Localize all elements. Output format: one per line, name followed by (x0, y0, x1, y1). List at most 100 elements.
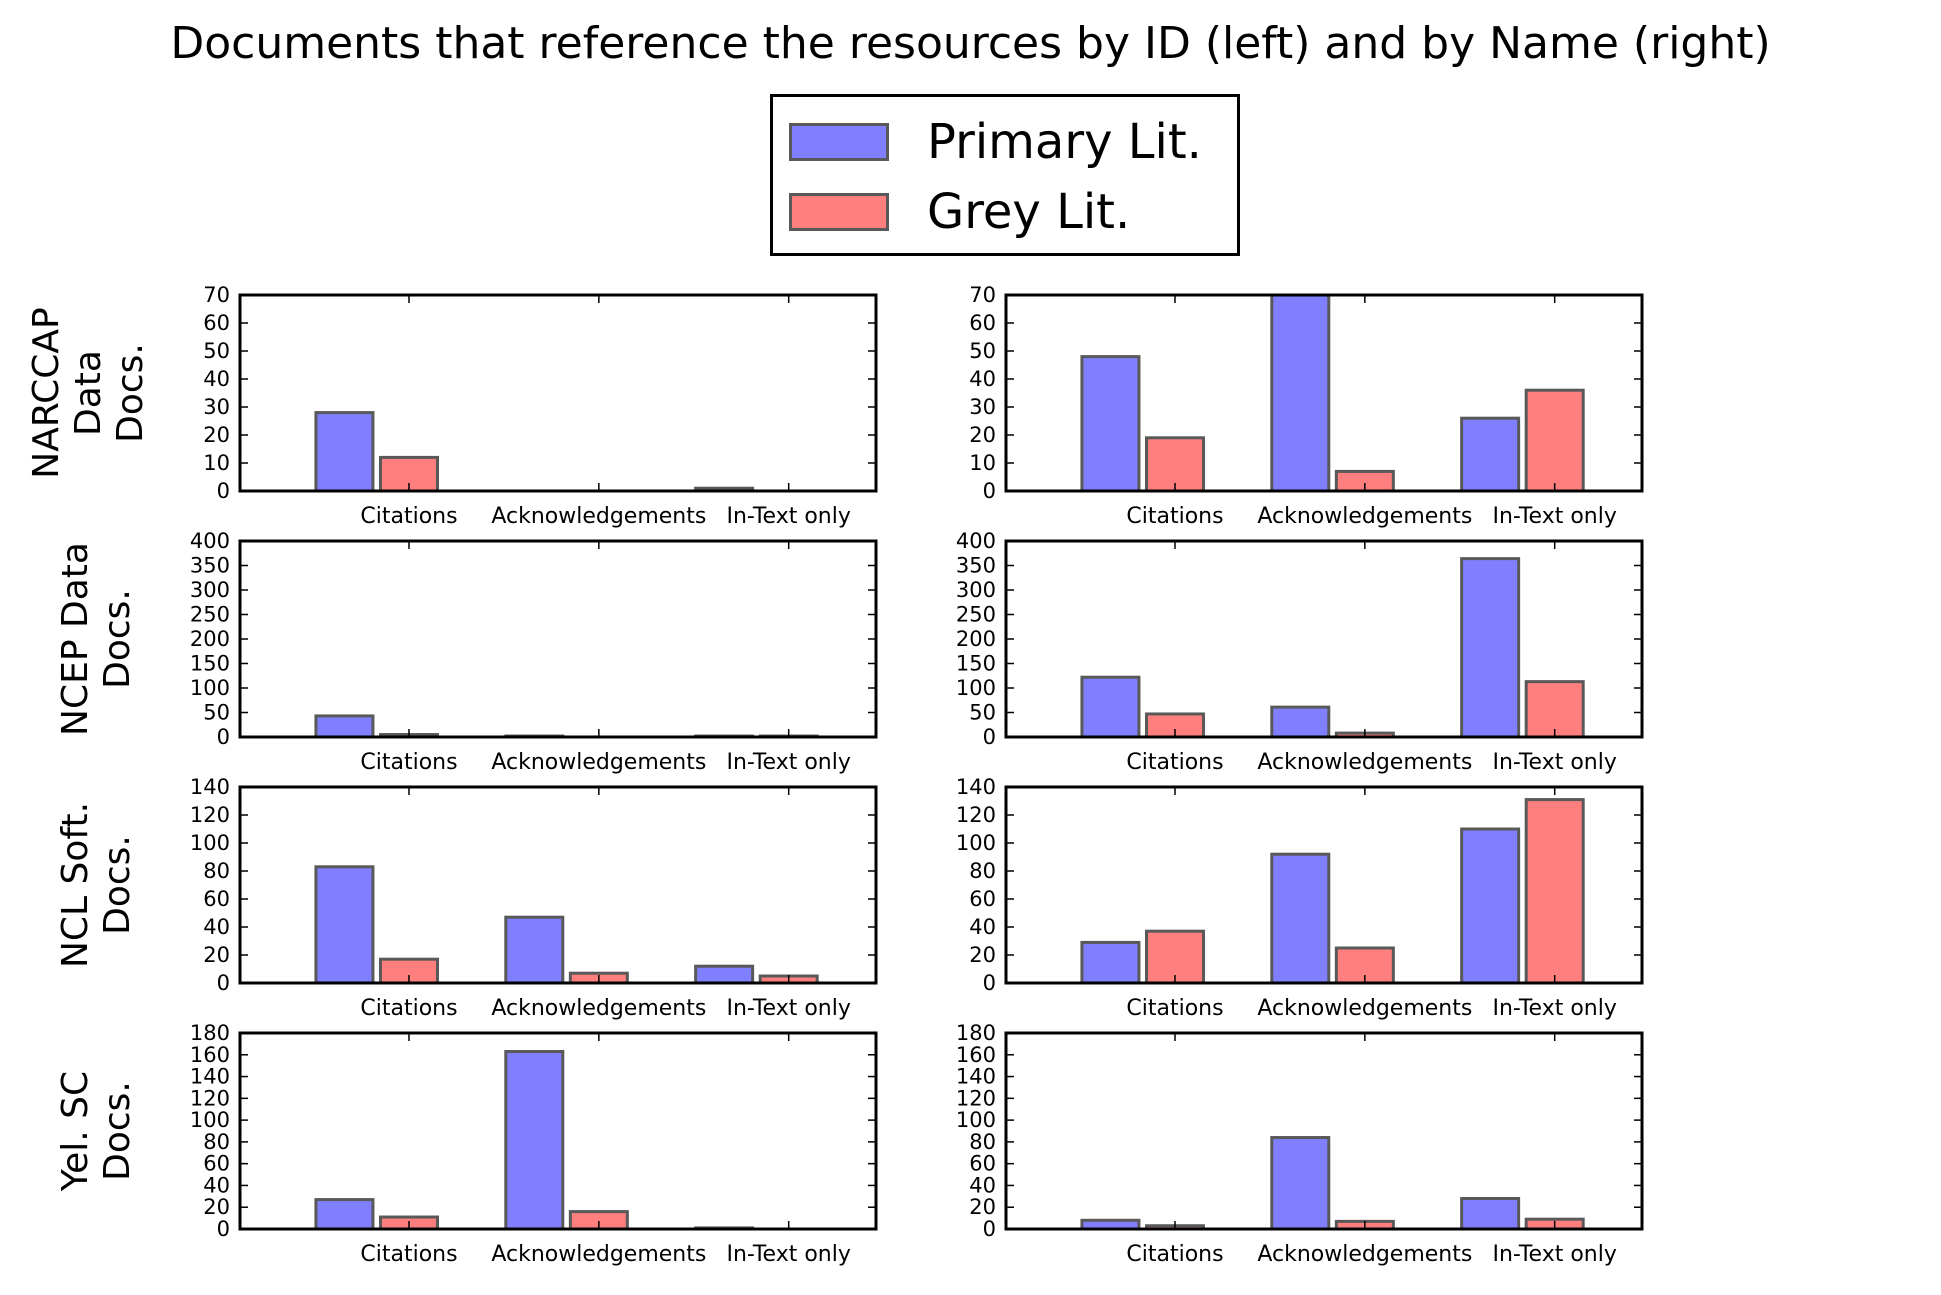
y-tick-label: 120 (190, 1086, 230, 1110)
bar-primary-2 (1460, 416, 1521, 493)
y-tick-label: 100 (190, 676, 230, 700)
y-tick-label: 80 (203, 859, 230, 883)
chart-title: Documents that reference the resources b… (170, 18, 1771, 69)
y-tick-label: 140 (956, 1065, 996, 1089)
x-tick-label: Acknowledgements (491, 504, 706, 529)
bar-grey-2 (1524, 680, 1585, 739)
y-tick-label: 10 (969, 451, 996, 475)
y-tick-label: 40 (203, 367, 230, 391)
bar-primary-2 (1460, 557, 1521, 739)
y-tick-label: 250 (956, 603, 996, 627)
y-tick-label: 100 (956, 676, 996, 700)
y-tick-label: 0 (217, 725, 230, 749)
bar-primary-1 (1270, 293, 1331, 493)
x-tick-label: Citations (360, 750, 457, 775)
legend-swatch-primary (789, 123, 889, 161)
subplot-1-id: 0 10 20 30 40 50 60 70 Citations Acknowledgements… (26, 283, 878, 529)
bar-primary-1 (1270, 1136, 1331, 1231)
y-tick-label: 300 (956, 578, 996, 602)
y-tick-label: 0 (217, 479, 230, 503)
x-tick-label: In-Text only (1493, 504, 1617, 529)
y-tick-label: 60 (969, 1152, 996, 1176)
bar-primary-0 (1080, 355, 1141, 493)
y-tick-label: 100 (190, 831, 230, 855)
y-tick-label: 20 (969, 1195, 996, 1219)
x-tick-label: Citations (1126, 996, 1223, 1021)
row-label: Yel. SC (55, 1071, 96, 1192)
y-tick-label: 60 (203, 311, 230, 335)
row-label: Docs. (97, 1081, 138, 1181)
y-tick-label: 0 (983, 725, 996, 749)
x-tick-label: In-Text only (727, 504, 851, 529)
y-tick-label: 140 (190, 775, 230, 799)
y-tick-label: 160 (956, 1043, 996, 1067)
bar-grey-2 (1524, 388, 1585, 493)
y-tick-label: 100 (190, 1108, 230, 1132)
y-tick-label: 80 (969, 1130, 996, 1154)
x-tick-label: In-Text only (727, 1242, 851, 1267)
row-label: NARCCAP (26, 307, 67, 478)
y-tick-label: 50 (969, 339, 996, 363)
y-tick-label: 50 (969, 701, 996, 725)
bar-primary-0 (314, 1198, 375, 1231)
y-tick-label: 80 (203, 1130, 230, 1154)
y-tick-label: 0 (983, 971, 996, 995)
legend: Primary Lit. Grey Lit. (770, 94, 1240, 256)
bar-primary-2 (1460, 827, 1521, 985)
bar-primary-0 (1080, 675, 1141, 739)
bar-primary-1 (504, 915, 565, 985)
y-tick-label: 0 (983, 1217, 996, 1241)
bar-primary-0 (314, 865, 375, 985)
x-tick-label: Acknowledgements (1257, 750, 1472, 775)
y-tick-label: 10 (203, 451, 230, 475)
x-tick-label: Acknowledgements (491, 750, 706, 775)
y-tick-label: 100 (956, 1108, 996, 1132)
y-tick-label: 300 (190, 578, 230, 602)
bar-primary-0 (314, 714, 375, 739)
row-label: NCL Soft. (55, 802, 96, 968)
y-tick-label: 180 (190, 1021, 230, 1045)
bar-grey-1 (1334, 946, 1395, 985)
y-tick-label: 120 (956, 1086, 996, 1110)
y-tick-label: 30 (969, 395, 996, 419)
y-tick-label: 150 (956, 652, 996, 676)
x-tick-label: Citations (1126, 1242, 1223, 1267)
legend-label-primary: Primary Lit. (927, 114, 1202, 170)
y-tick-label: 250 (190, 603, 230, 627)
bar-primary-0 (1080, 940, 1141, 985)
y-tick-label: 160 (190, 1043, 230, 1067)
x-tick-label: Acknowledgements (1257, 504, 1472, 529)
subplot-3-name: 0 20 40 60 80 100 120 140 Citations Acknowledgeme… (956, 775, 1644, 1021)
x-tick-label: In-Text only (727, 750, 851, 775)
x-tick-label: Citations (1126, 504, 1223, 529)
axes-frame (238, 293, 878, 493)
axes-frame (1004, 785, 1644, 985)
y-tick-label: 0 (217, 971, 230, 995)
y-tick-label: 0 (217, 1217, 230, 1241)
axes-frame (238, 1031, 878, 1231)
x-tick-label: Citations (360, 504, 457, 529)
row-label: Docs. (110, 343, 151, 443)
x-tick-label: Acknowledgements (1257, 996, 1472, 1021)
y-tick-label: 40 (969, 915, 996, 939)
bar-primary-2 (1460, 1197, 1521, 1231)
y-tick-label: 140 (190, 1065, 230, 1089)
y-tick-label: 70 (969, 283, 996, 307)
y-tick-label: 30 (203, 395, 230, 419)
y-tick-label: 350 (190, 554, 230, 578)
y-tick-label: 60 (203, 887, 230, 911)
bar-primary-1 (1270, 705, 1331, 739)
y-tick-label: 200 (190, 627, 230, 651)
y-tick-label: 200 (956, 627, 996, 651)
legend-item-grey: Grey Lit. (789, 184, 1130, 240)
x-tick-label: In-Text only (727, 996, 851, 1021)
x-tick-label: In-Text only (1493, 1242, 1617, 1267)
y-tick-label: 50 (203, 701, 230, 725)
y-tick-label: 20 (203, 943, 230, 967)
x-tick-label: Citations (360, 1242, 457, 1267)
